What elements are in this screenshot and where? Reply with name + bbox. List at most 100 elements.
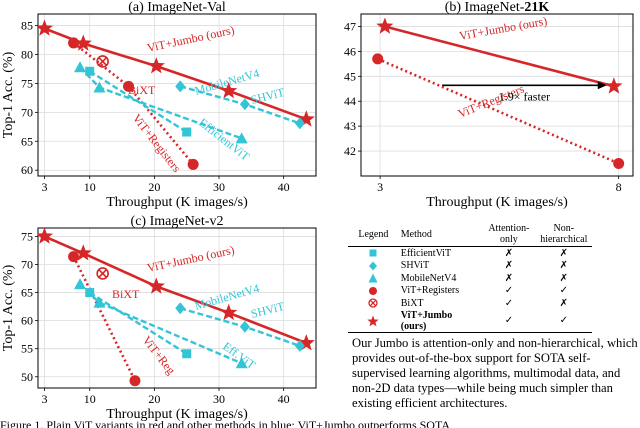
panel-c-ytick-label: 75 bbox=[21, 229, 33, 243]
panel-c-ytick-label: 60 bbox=[21, 314, 33, 328]
panel-b-ytick-label: 45 bbox=[344, 69, 356, 83]
panel-c-line-efficientvit bbox=[89, 291, 188, 355]
panel-b-point-vit-jumbo-ours bbox=[605, 77, 623, 94]
panel-b-line-vit-jumbo-ours bbox=[384, 25, 615, 88]
panel-b-point-vit-registers bbox=[372, 53, 384, 65]
legend-attention-only-value: ✓ bbox=[504, 297, 514, 309]
panel-c-point-vit-jumbo-ours bbox=[74, 244, 92, 261]
legend-attention-only-value: ✗ bbox=[504, 247, 514, 259]
panel-c-point-shvit bbox=[175, 302, 186, 315]
legend-table-container: Legend Method Attention-only Non-hierarc… bbox=[348, 222, 638, 333]
panel-a-frame bbox=[37, 13, 317, 177]
legend-row: EfficientViT ✗ ✗ bbox=[348, 247, 592, 260]
panel-a-title: (a) ImageNet-Val bbox=[128, 0, 226, 15]
panel-a-ytick-label: 65 bbox=[21, 134, 33, 148]
legend-attention-only-value: ✓ bbox=[504, 315, 514, 326]
panel-c-point-mobilenetv4 bbox=[74, 278, 87, 290]
legend-marker-vit-jumbo-ours bbox=[367, 315, 380, 326]
legend-marker-shvit bbox=[369, 261, 378, 271]
panel-a-point-vit-registers bbox=[123, 80, 135, 92]
legend-row: SHViT ✗ ✗ bbox=[348, 260, 592, 273]
panel-c-xtick-label: 30 bbox=[213, 392, 225, 406]
chart-panel-imagenet-v2: 3 10 20 30 40 50 55 60 65 70 75 Throughput (K image… bbox=[1, 214, 317, 422]
legend-marker-efficientvit bbox=[369, 249, 377, 257]
panel-c-point-mobilenetv4 bbox=[93, 296, 106, 308]
panel-a-xtick-label: 10 bbox=[84, 180, 96, 194]
panel-c-title: (c) ImageNet-v2 bbox=[131, 214, 224, 229]
panel-a-annotation-vit-jumbo-ours: ViT+Jumbo (ours) bbox=[146, 23, 236, 55]
panel-c-point-vit-jumbo-ours bbox=[147, 277, 165, 294]
panel-a-point-shvit bbox=[294, 117, 305, 130]
panel-c-point-efficientvit bbox=[182, 349, 192, 359]
panel-a-point-mobilenetv4 bbox=[93, 81, 106, 93]
panel-a-ytick-label: 70 bbox=[21, 105, 33, 119]
panel-a-plot-area bbox=[38, 19, 315, 170]
legend-marker-vit-registers bbox=[369, 286, 378, 295]
legend-non-hierarchical-value: ✗ bbox=[559, 247, 568, 259]
panel-a-point-mobilenetv4 bbox=[74, 61, 87, 73]
panel-a-point-vit-registers bbox=[68, 37, 80, 49]
legend-marker-mobilenetv4 bbox=[368, 273, 378, 283]
panel-a-annotation-shvit: SHViT bbox=[249, 85, 286, 107]
panel-b-xlabel: Throughput (K images/s) bbox=[426, 195, 568, 210]
panel-b-xtick-label: 3 bbox=[377, 180, 383, 194]
legend-header-legend: Legend bbox=[348, 222, 399, 247]
panel-c-xtick-label: 10 bbox=[84, 392, 96, 406]
panel-a-annotation-vit-registers: ViT+Registers bbox=[130, 111, 184, 175]
panel-b-annotation-vit-jumbo-ours: ViT+Jumbo (ours) bbox=[458, 14, 548, 43]
panel-c-ytick-label: 50 bbox=[21, 370, 33, 384]
panel-c-point-vit-jumbo-ours bbox=[38, 228, 53, 244]
panel-a-xtick-label: 40 bbox=[278, 180, 290, 194]
legend-non-hierarchical-value: ✗ bbox=[559, 260, 568, 272]
panel-b-ytick-label: 42 bbox=[344, 144, 356, 158]
panel-a-point-vit-jumbo-ours bbox=[38, 19, 53, 36]
panel-b-plot-area bbox=[372, 17, 625, 170]
legend-header-method: Method bbox=[398, 222, 483, 247]
panel-a-point-bixt bbox=[96, 55, 109, 68]
panel-b-grid bbox=[361, 14, 633, 176]
panel-a-ylabel: Top-1 Acc. (%) bbox=[1, 51, 16, 138]
panel-a-point-mobilenetv4 bbox=[235, 132, 248, 144]
panel-c-grid bbox=[38, 228, 316, 388]
panel-c-annotation-vit-reg: ViT+Reg bbox=[140, 333, 179, 377]
legend-attention-only-value: ✗ bbox=[504, 260, 514, 272]
legend-non-hierarchical-value: ✗ bbox=[559, 297, 568, 309]
legend-table: Legend Method Attention-only Non-hierarc… bbox=[348, 222, 592, 333]
panel-c-annotation-vit-jumbo-ours: ViT+Jumbo (ours) bbox=[146, 243, 236, 275]
panel-c-plot-area bbox=[38, 228, 315, 387]
legend-row: MobileNetV4 ✗ ✗ bbox=[348, 272, 592, 285]
panel-a-point-vit-jumbo-ours bbox=[220, 81, 238, 99]
panel-c-xtick-label: 20 bbox=[148, 392, 160, 406]
panel-a-point-shvit bbox=[239, 98, 250, 111]
legend-method-label: ViT+Registers bbox=[400, 285, 460, 297]
panel-c-point-mobilenetv4 bbox=[235, 357, 248, 369]
legend-method-label: ViT+Jumbo (ours) bbox=[400, 309, 453, 332]
panel-a-point-vit-jumbo-ours bbox=[147, 57, 165, 74]
legend-non-hierarchical-value: ✓ bbox=[559, 285, 568, 297]
legend-method-label: BiXT bbox=[400, 297, 424, 309]
legend-row: ViT+Jumbo (ours) ✓ ✓ bbox=[348, 310, 592, 333]
legend-attention-only-value: ✓ bbox=[504, 285, 514, 297]
panel-c-ytick-label: 55 bbox=[21, 342, 33, 356]
panel-b-xtick-label: 8 bbox=[616, 180, 622, 194]
panel-c-point-vit-jumbo-ours bbox=[220, 303, 238, 321]
chart-panel-imagenet-val: 3 10 20 30 40 60 65 70 75 80 85 Throughput (K image… bbox=[1, 0, 317, 210]
panel-c-point-shvit bbox=[239, 320, 250, 333]
panel-c-ytick-label: 70 bbox=[21, 257, 33, 271]
legend-method-label: MobileNetV4 bbox=[400, 272, 457, 284]
panel-b-ytick-label: 44 bbox=[344, 94, 356, 108]
legend-attention-only-value: ✗ bbox=[504, 272, 514, 284]
panel-b-ytick-label: 43 bbox=[344, 119, 356, 133]
legend-bottom-rule bbox=[348, 331, 592, 333]
panel-c-line-vit-registers bbox=[72, 256, 137, 382]
panel-a-annotation-bixt: BiXT bbox=[128, 83, 156, 97]
panel-b-speedup-label: 1.9× faster bbox=[499, 89, 550, 103]
panel-a-xtick-label: 3 bbox=[41, 180, 47, 194]
legend-row: ViT+Registers ✓ ✓ bbox=[348, 285, 592, 298]
legend-method-label: EfficientViT bbox=[400, 247, 452, 259]
panel-b-speedup-arrow bbox=[442, 81, 607, 90]
panel-a-point-vit-jumbo-ours bbox=[74, 34, 92, 51]
legend-marker-bixt bbox=[368, 298, 379, 308]
panel-a-point-shvit bbox=[175, 80, 186, 93]
